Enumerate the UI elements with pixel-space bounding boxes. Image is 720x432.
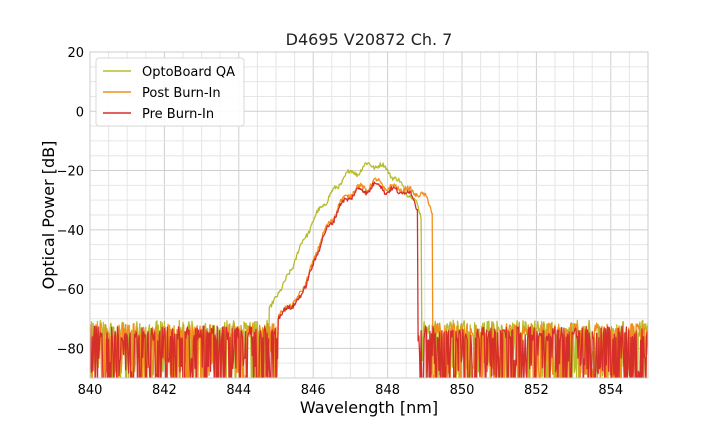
y-tick-label: −80 — [57, 342, 84, 357]
x-tick-label: 840 — [78, 383, 103, 398]
legend-label-pre-burn-in: Pre Burn-In — [142, 107, 214, 122]
x-tick-label: 844 — [226, 383, 251, 398]
legend: OptoBoard QA Post Burn-In Pre Burn-In — [95, 57, 245, 127]
chart-title: D4695 V20872 Ch. 7 — [286, 30, 453, 49]
x-tick-label: 848 — [375, 383, 400, 398]
x-tick-label: 852 — [524, 383, 549, 398]
x-tick-label: 854 — [598, 383, 623, 398]
plot-border — [89, 51, 649, 379]
y-tick-label: −20 — [57, 165, 84, 180]
series-line-post-burn-in — [90, 177, 648, 378]
y-tick-label: 0 — [76, 105, 84, 120]
x-tick-label: 842 — [152, 383, 177, 398]
y-tick-label: −40 — [57, 224, 84, 239]
series-layer — [90, 162, 648, 378]
x-axis-title: Wavelength [nm] — [300, 398, 438, 417]
legend-label-optoboard-qa: OptoBoard QA — [142, 65, 235, 80]
x-tick-label: 846 — [301, 383, 326, 398]
x-tick-labels: 840 842 844 846 848 850 852 854 — [78, 383, 624, 398]
y-tick-labels: 20 0 −20 −40 −60 −80 — [57, 46, 84, 357]
y-axis-title: Optical Power [dB] — [39, 141, 58, 290]
y-tick-label: −60 — [57, 283, 84, 298]
y-tick-label: 20 — [67, 46, 84, 61]
legend-box — [95, 57, 245, 127]
series-line-optoboard-qa — [90, 162, 648, 378]
series-line-pre-burn-in — [90, 181, 648, 378]
legend-label-post-burn-in: Post Burn-In — [142, 86, 221, 101]
x-tick-label: 850 — [450, 383, 475, 398]
